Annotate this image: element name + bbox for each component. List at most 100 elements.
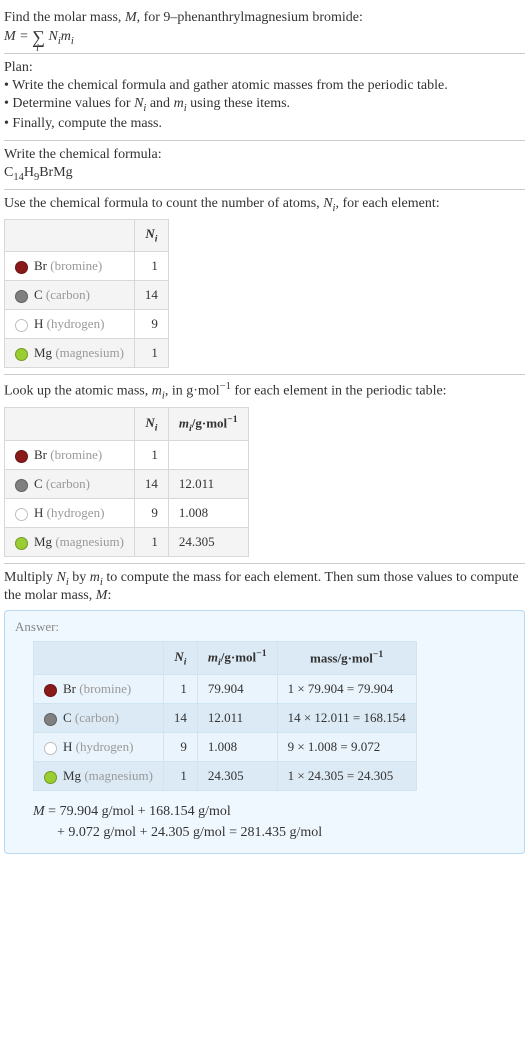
lookup-a: Look up the atomic mass, — [4, 384, 152, 399]
element-name: (bromine) — [50, 447, 102, 462]
plan-bullet-3: • Finally, compute the mass. — [4, 116, 525, 132]
element-cell: C (carbon) — [5, 470, 135, 499]
element-sym: Br — [34, 258, 47, 273]
element-name: (bromine) — [50, 258, 102, 273]
mi-header: mi/g·mol−1 — [168, 408, 248, 441]
sigma-icon: ∑i — [32, 28, 45, 46]
sum-line: M = 79.904 g/mol + 168.154 g/mol + 9.072… — [33, 801, 514, 843]
sup-neg1c: −1 — [256, 648, 266, 659]
mass-text: mass/g·mol — [310, 651, 373, 666]
mass-header: mass/g·mol−1 — [277, 642, 416, 675]
mult-d: : — [107, 588, 111, 603]
m-cell — [168, 441, 248, 470]
m-cell: 1.008 — [168, 499, 248, 528]
lookup-c: for each element in the periodic table: — [231, 384, 447, 399]
n-cell: 1 — [134, 252, 168, 281]
table-row: H (hydrogen) 9 1.008 — [5, 499, 249, 528]
element-sym: Mg — [63, 768, 81, 783]
mass-cell: 14 × 12.011 = 168.154 — [277, 704, 416, 733]
mult-M: M — [96, 588, 108, 603]
table-row: Mg (magnesium) 1 — [5, 339, 169, 368]
ni-header: Ni — [163, 642, 197, 675]
plan-b2-a: • Determine values for — [4, 96, 134, 111]
m-cell: 12.011 — [168, 470, 248, 499]
element-dot — [15, 348, 28, 361]
n-cell: 1 — [134, 441, 168, 470]
element-cell: Br (bromine) — [34, 675, 164, 704]
unit-text: /g·mol — [221, 650, 256, 665]
ni-header: Ni — [134, 220, 168, 252]
plan-b2-b: and — [146, 96, 173, 111]
element-sym: Br — [34, 447, 47, 462]
element-sym: Br — [63, 681, 76, 696]
chem-h: H — [24, 165, 34, 180]
plan-b2-mi: m — [174, 96, 184, 111]
ni-sym: N — [145, 226, 154, 241]
lookup-b: , in g·mol — [165, 384, 220, 399]
element-cell: C (carbon) — [5, 281, 135, 310]
blank-header — [34, 642, 164, 675]
plan-bullet-1: • Write the chemical formula and gather … — [4, 78, 525, 94]
element-dot — [44, 771, 57, 784]
n-cell: 1 — [163, 675, 197, 704]
n-cell: 9 — [134, 499, 168, 528]
element-name: (bromine) — [79, 681, 131, 696]
mi-sym: m — [179, 416, 189, 431]
lookup-mi: m — [152, 384, 162, 399]
table-row: Br (bromine) 1 79.904 1 × 79.904 = 79.90… — [34, 675, 417, 704]
table-row: Mg (magnesium) 1 24.305 — [5, 528, 249, 557]
table-row: H (hydrogen) 9 — [5, 310, 169, 339]
blank-header — [5, 408, 135, 441]
lookup-line: Look up the atomic mass, mi, in g·mol−1 … — [4, 381, 525, 401]
element-cell: Mg (magnesium) — [5, 339, 135, 368]
formula-M: M — [4, 29, 16, 44]
n-cell: 9 — [163, 733, 197, 762]
multiply-line: Multiply Ni by mi to compute the mass fo… — [4, 570, 525, 604]
element-name: (hydrogen) — [76, 739, 134, 754]
element-dot — [15, 290, 28, 303]
chem-formula-section: Write the chemical formula: C14H9BrMg — [4, 141, 525, 190]
element-cell: Br (bromine) — [5, 441, 135, 470]
element-dot — [15, 450, 28, 463]
answer-section: Multiply Ni by mi to compute the mass fo… — [4, 564, 525, 860]
element-sym: C — [34, 287, 43, 302]
intro-line: Find the molar mass, M, for 9–phenanthry… — [4, 10, 525, 26]
n-cell: 9 — [134, 310, 168, 339]
atom-count-table: Ni Br (bromine) 1 C (carbon) 14 H (hydro… — [4, 219, 169, 368]
chem-mg: Mg — [53, 165, 72, 180]
mass-cell: 1 × 79.904 = 79.904 — [277, 675, 416, 704]
blank-header — [5, 220, 135, 252]
sup-neg1b: −1 — [227, 414, 237, 425]
element-name: (magnesium) — [55, 345, 124, 360]
element-name: (carbon) — [75, 710, 119, 725]
element-cell: Br (bromine) — [5, 252, 135, 281]
element-cell: Mg (magnesium) — [34, 762, 164, 791]
n-cell: 1 — [134, 339, 168, 368]
mass-cell: 9 × 1.008 = 9.072 — [277, 733, 416, 762]
element-sym: H — [34, 505, 43, 520]
element-name: (carbon) — [46, 287, 90, 302]
element-sym: Mg — [34, 534, 52, 549]
atomic-mass-table: Ni mi/g·mol−1 Br (bromine) 1 C (carbon) … — [4, 407, 249, 557]
count-section: Use the chemical formula to count the nu… — [4, 190, 525, 375]
ni-sym: N — [145, 415, 154, 430]
table-row: Br (bromine) 1 — [5, 252, 169, 281]
element-cell: H (hydrogen) — [5, 310, 135, 339]
intro-text2: , for 9–phenanthrylmagnesium bromide: — [137, 10, 363, 25]
count-b: , for each element: — [335, 196, 439, 211]
plan-header: Plan: — [4, 60, 525, 76]
n-cell: 14 — [134, 281, 168, 310]
n-cell: 14 — [163, 704, 197, 733]
n-cell: 1 — [134, 528, 168, 557]
element-dot — [44, 684, 57, 697]
mult-b: by — [69, 570, 90, 585]
table-row: Br (bromine) 1 — [5, 441, 249, 470]
element-dot — [15, 537, 28, 550]
element-sym: H — [34, 316, 43, 331]
intro-text: Find the molar mass, — [4, 10, 125, 25]
chem-formula: C14H9BrMg — [4, 165, 525, 183]
element-name: (hydrogen) — [47, 505, 105, 520]
element-dot — [15, 261, 28, 274]
m-cell: 24.305 — [168, 528, 248, 557]
answer-label: Answer: — [15, 619, 514, 635]
